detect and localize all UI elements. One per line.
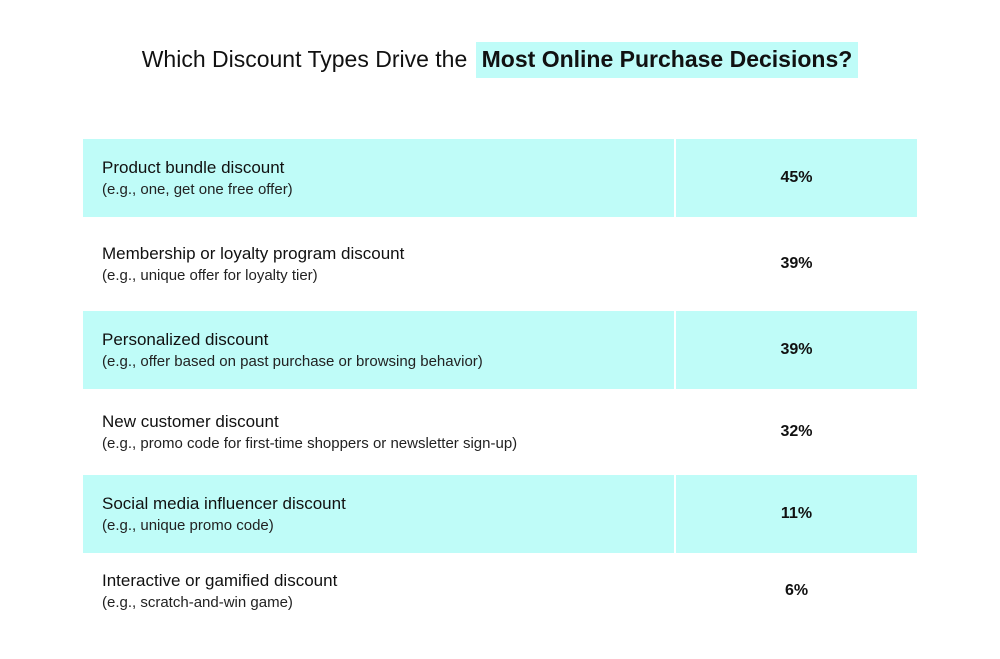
percentage-value: 32% (676, 389, 917, 475)
row-label-cell: Personalized discount (e.g., offer based … (83, 311, 674, 389)
discount-example-text: (e.g., unique offer for loyalty tier) (102, 266, 318, 284)
row-label-cell: Interactive or gamified discount (e.g., s… (83, 553, 674, 629)
chart-title: Which Discount Types Drive the Most Onli… (0, 38, 1000, 80)
discount-type-label: Social media influencer discount (102, 493, 346, 513)
table-row: Membership or loyalty program discount (e… (83, 217, 917, 311)
percentage-value: 45% (676, 139, 917, 217)
row-label-cell: New customer discount (e.g., promo code f… (83, 389, 674, 475)
discount-example-text: (e.g., offer based on past purchase or b… (102, 352, 483, 370)
discount-example-text: (e.g., promo code for first-time shopper… (102, 434, 518, 452)
discount-type-label: New customer discount (102, 411, 279, 431)
title-plain-text: Which Discount Types Drive the (141, 46, 468, 72)
percentage-value: 39% (676, 311, 917, 389)
discount-example-text: (e.g., unique promo code) (102, 516, 274, 534)
discount-example-text: (e.g., scratch-and-win game) (102, 593, 293, 611)
discount-type-label: Personalized discount (102, 329, 269, 349)
percentage-value: 39% (676, 217, 917, 311)
row-label-cell: Membership or loyalty program discount (e… (83, 217, 674, 311)
table-row: New customer discount (e.g., promo code f… (83, 389, 917, 475)
row-label-cell: Product bundle discount (e.g., one, get o… (83, 139, 674, 217)
percentage-value: 6% (676, 553, 917, 629)
table-row: Product bundle discount (e.g., one, get o… (83, 139, 917, 217)
discount-example-text: (e.g., one, get one free offer) (102, 180, 293, 198)
percentage-value: 11% (676, 475, 917, 553)
discount-type-label: Product bundle discount (102, 157, 285, 177)
discount-type-label: Membership or loyalty program discount (102, 243, 405, 263)
table-row: Social media influencer discount (e.g., u… (83, 475, 917, 553)
row-label-cell: Social media influencer discount (e.g., u… (83, 475, 674, 553)
title-highlighted-text: Most Online Purchase Decisions? (475, 42, 859, 78)
discount-type-label: Interactive or gamified discount (102, 570, 338, 590)
table-row: Interactive or gamified discount (e.g., s… (83, 553, 917, 629)
table-row: Personalized discount (e.g., offer based … (83, 311, 917, 389)
discount-table: Product bundle discount (e.g., one, get o… (83, 139, 917, 629)
